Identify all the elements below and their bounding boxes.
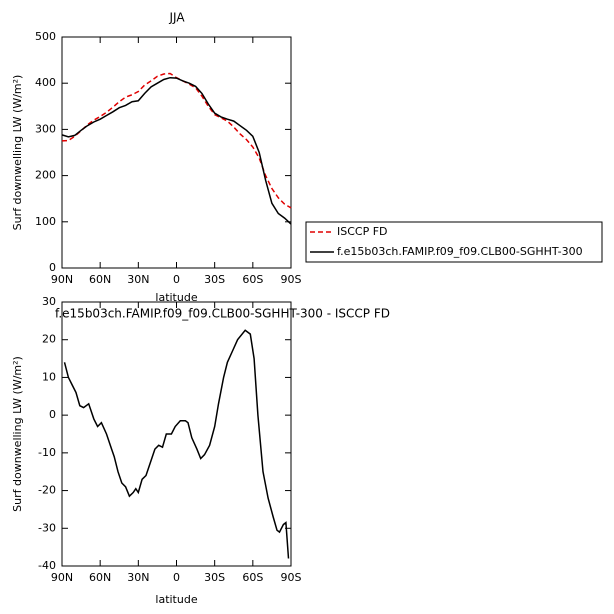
y-tick-label: -30 <box>38 521 56 534</box>
y-tick-label: 30 <box>42 295 56 308</box>
y-axis-label: Surf downwelling LW (W/m²) <box>11 356 24 512</box>
legend-box <box>305 221 603 263</box>
x-tick-label: 90N <box>51 571 73 584</box>
data-line <box>63 329 290 559</box>
x-tick-label: 60S <box>242 571 263 584</box>
y-tick-label: -10 <box>38 446 56 459</box>
legend-label: f.e15b03ch.FAMIP.f09_f09.CLB00-SGHHT-300 <box>337 245 583 258</box>
x-tick-label: 30N <box>127 571 149 584</box>
x-tick-label: 30S <box>204 571 225 584</box>
y-tick-label: 0 <box>49 408 56 421</box>
x-tick-label: 90S <box>281 571 302 584</box>
x-axis-label: latitude <box>155 291 197 304</box>
y-tick-label: 10 <box>42 370 56 383</box>
y-tick-label: 200 <box>35 169 56 182</box>
plot-frame <box>61 36 292 269</box>
y-axis-label: Surf downwelling LW (W/m²) <box>11 75 24 231</box>
plot-frame <box>61 301 292 567</box>
y-tick-label: -40 <box>38 559 56 572</box>
x-tick-label: 0 <box>173 273 180 286</box>
y-tick-label: -20 <box>38 484 56 497</box>
x-tick-label: 90N <box>51 273 73 286</box>
y-tick-label: 0 <box>49 261 56 274</box>
y-tick-label: 20 <box>42 333 56 346</box>
data-line <box>61 76 292 225</box>
x-tick-label: 90S <box>281 273 302 286</box>
chart-title: f.e15b03ch.FAMIP.f09_f09.CLB00-SGHHT-300… <box>55 307 390 321</box>
x-tick-label: 60N <box>89 571 111 584</box>
x-axis-label: latitude <box>155 593 197 606</box>
x-tick-label: 30S <box>204 273 225 286</box>
y-tick-label: 100 <box>35 215 56 228</box>
x-tick-label: 0 <box>173 571 180 584</box>
y-tick-label: 300 <box>35 122 56 135</box>
legend-label: ISCCP FD <box>337 225 388 238</box>
x-tick-label: 30N <box>127 273 149 286</box>
chart-title: JJA <box>168 11 185 25</box>
x-tick-label: 60N <box>89 273 111 286</box>
data-line <box>61 72 292 209</box>
x-tick-label: 60S <box>242 273 263 286</box>
y-tick-label: 500 <box>35 30 56 43</box>
y-tick-label: 400 <box>35 76 56 89</box>
